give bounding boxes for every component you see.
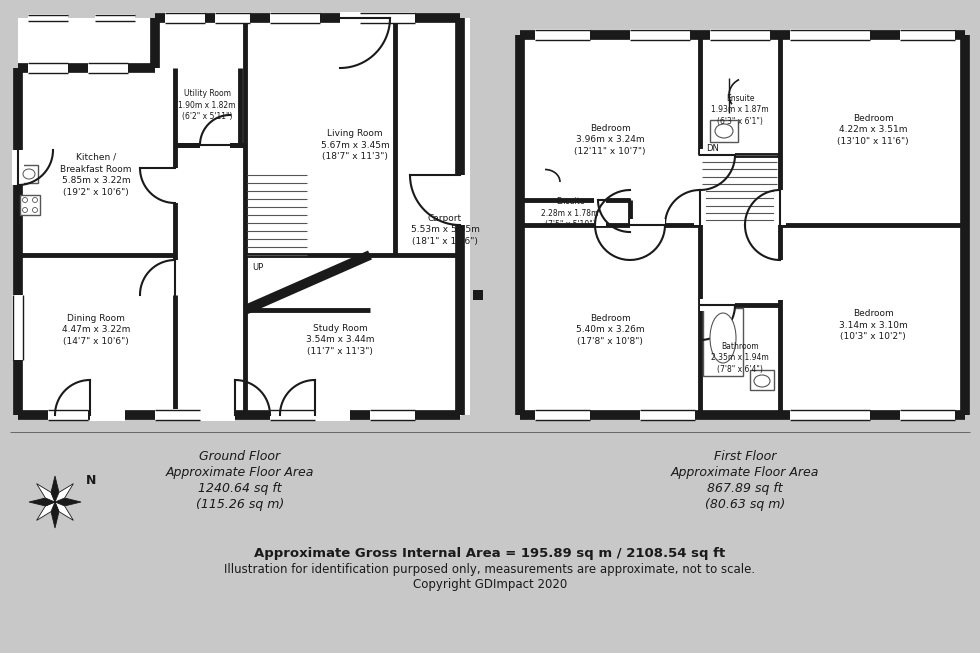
Text: Approximate Gross Internal Area = 195.89 sq m / 2108.54 sq ft: Approximate Gross Internal Area = 195.89… bbox=[255, 547, 725, 560]
Bar bbox=[169, 168, 181, 203]
Circle shape bbox=[32, 197, 37, 202]
Bar bbox=[169, 260, 181, 295]
Bar bbox=[315, 409, 350, 421]
Circle shape bbox=[32, 208, 37, 212]
Bar bbox=[12, 150, 24, 185]
Bar bbox=[340, 12, 390, 24]
Text: UP: UP bbox=[252, 264, 264, 272]
Bar bbox=[200, 139, 230, 151]
Bar bbox=[750, 370, 774, 390]
Text: Bedroom
4.22m x 3.51m
(13'10" x 11'6"): Bedroom 4.22m x 3.51m (13'10" x 11'6") bbox=[837, 114, 908, 146]
Bar bbox=[165, 12, 205, 24]
Text: Carport
5.53m x 5.35m
(18'1" x 17'6"): Carport 5.53m x 5.35m (18'1" x 17'6") bbox=[411, 214, 479, 246]
Bar bbox=[630, 29, 690, 41]
Bar bbox=[18, 18, 470, 415]
Bar bbox=[790, 409, 870, 421]
Polygon shape bbox=[51, 502, 59, 528]
Bar bbox=[790, 29, 870, 41]
Bar bbox=[520, 35, 965, 415]
Bar bbox=[200, 409, 235, 421]
Bar bbox=[774, 190, 786, 225]
Bar bbox=[710, 120, 738, 142]
Bar bbox=[48, 409, 88, 421]
Bar bbox=[20, 165, 38, 183]
Bar bbox=[700, 299, 735, 311]
Text: Ground Floor: Ground Floor bbox=[200, 450, 280, 463]
Circle shape bbox=[23, 197, 27, 202]
Bar bbox=[155, 409, 200, 421]
Bar bbox=[270, 409, 315, 421]
Polygon shape bbox=[36, 484, 55, 502]
Text: Kitchen /
Breakfast Room
5.85m x 3.22m
(19'2" x 10'6"): Kitchen / Breakfast Room 5.85m x 3.22m (… bbox=[60, 153, 131, 197]
Polygon shape bbox=[36, 502, 55, 520]
Bar bbox=[215, 12, 250, 24]
Bar bbox=[694, 190, 706, 225]
Text: First Floor: First Floor bbox=[713, 450, 776, 463]
Text: Copyright GDImpact 2020: Copyright GDImpact 2020 bbox=[413, 578, 567, 591]
Ellipse shape bbox=[710, 313, 736, 363]
Bar bbox=[630, 219, 665, 231]
Text: Illustration for identification purposed only, measurements are approximate, not: Illustration for identification purposed… bbox=[224, 563, 756, 576]
Bar bbox=[774, 260, 786, 300]
Text: Approximate Floor Area: Approximate Floor Area bbox=[671, 466, 819, 479]
Bar bbox=[473, 290, 483, 300]
Polygon shape bbox=[51, 476, 59, 502]
Bar bbox=[95, 14, 135, 22]
Text: 867.89 sq ft: 867.89 sq ft bbox=[708, 482, 783, 495]
Bar bbox=[454, 175, 466, 225]
Bar bbox=[270, 12, 320, 24]
Bar bbox=[900, 409, 955, 421]
Polygon shape bbox=[55, 498, 81, 506]
Bar bbox=[703, 308, 743, 376]
Ellipse shape bbox=[715, 124, 733, 138]
Bar bbox=[360, 12, 415, 24]
Text: Bathroom
2.35m x 1.94m
(7'8" x 6'4"): Bathroom 2.35m x 1.94m (7'8" x 6'4") bbox=[711, 342, 769, 374]
Bar bbox=[710, 29, 770, 41]
Polygon shape bbox=[55, 502, 74, 520]
Text: Bedroom
5.40m x 3.26m
(17'8" x 10'8"): Bedroom 5.40m x 3.26m (17'8" x 10'8") bbox=[575, 313, 644, 346]
Bar bbox=[28, 14, 68, 22]
Ellipse shape bbox=[23, 169, 35, 179]
Text: DN: DN bbox=[706, 144, 719, 153]
Polygon shape bbox=[55, 484, 74, 502]
Text: Dining Room
4.47m x 3.22m
(14'7" x 10'6"): Dining Room 4.47m x 3.22m (14'7" x 10'6"… bbox=[62, 313, 130, 346]
Text: Ensuite
2.28m x 1.78m
(7'5" x 5'10"): Ensuite 2.28m x 1.78m (7'5" x 5'10") bbox=[541, 197, 599, 229]
Bar bbox=[535, 29, 590, 41]
Text: Living Room
5.67m x 3.45m
(18'7" x 11'3"): Living Room 5.67m x 3.45m (18'7" x 11'3"… bbox=[320, 129, 389, 161]
Text: Utility Room
1.90m x 1.82m
(6'2" x 5'11"): Utility Room 1.90m x 1.82m (6'2" x 5'11"… bbox=[178, 89, 236, 121]
Text: N: N bbox=[86, 474, 96, 487]
Polygon shape bbox=[29, 498, 55, 506]
Text: Approximate Floor Area: Approximate Floor Area bbox=[166, 466, 315, 479]
Bar bbox=[370, 409, 415, 421]
Bar bbox=[535, 409, 590, 421]
Bar bbox=[88, 62, 128, 74]
Bar bbox=[900, 29, 955, 41]
Bar bbox=[700, 149, 735, 161]
Text: 1240.64 sq ft: 1240.64 sq ft bbox=[198, 482, 282, 495]
Bar bbox=[12, 295, 24, 360]
Bar bbox=[20, 195, 40, 215]
Bar bbox=[640, 409, 695, 421]
Bar bbox=[594, 194, 606, 226]
Circle shape bbox=[23, 208, 27, 212]
Bar bbox=[28, 62, 68, 74]
Bar bbox=[90, 409, 125, 421]
Text: Bedroom
3.14m x 3.10m
(10'3" x 10'2"): Bedroom 3.14m x 3.10m (10'3" x 10'2") bbox=[839, 309, 907, 342]
Ellipse shape bbox=[754, 375, 770, 387]
Text: Bedroom
3.96m x 3.24m
(12'11" x 10'7"): Bedroom 3.96m x 3.24m (12'11" x 10'7") bbox=[574, 123, 646, 156]
Text: (115.26 sq m): (115.26 sq m) bbox=[196, 498, 284, 511]
Text: Ensuite
1.93m x 1.87m
(6'3" x 6'1"): Ensuite 1.93m x 1.87m (6'3" x 6'1") bbox=[711, 93, 769, 126]
Polygon shape bbox=[18, 18, 460, 415]
Text: Study Room
3.54m x 3.44m
(11'7" x 11'3"): Study Room 3.54m x 3.44m (11'7" x 11'3") bbox=[306, 324, 374, 357]
Text: (80.63 sq m): (80.63 sq m) bbox=[705, 498, 785, 511]
